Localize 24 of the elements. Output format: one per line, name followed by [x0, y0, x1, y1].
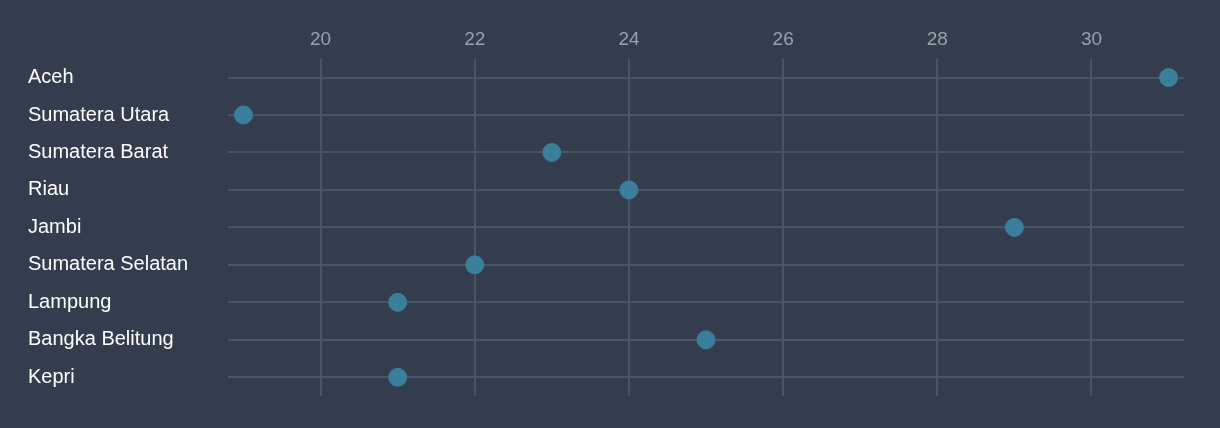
point: [234, 105, 254, 125]
point: [1004, 217, 1024, 237]
y-tick-label: Sumatera Utara: [28, 102, 171, 125]
point: [1159, 68, 1179, 88]
point: [388, 367, 408, 387]
x-tick-label: 22: [464, 27, 486, 49]
point: [465, 255, 485, 275]
y-tick-label: Aceh: [28, 65, 74, 88]
y-tick-label: Lampung: [28, 289, 112, 312]
y-tick-label: Sumatera Barat: [28, 139, 169, 162]
point: [388, 292, 408, 312]
x-tick-label: 20: [310, 27, 332, 49]
y-tick-label: Kepri: [28, 364, 75, 387]
y-tick-label: Bangka Belitung: [28, 327, 174, 350]
x-tick-label: 26: [772, 27, 794, 49]
x-tick-label: 30: [1080, 27, 1103, 49]
y-tick-label: Jambi: [28, 214, 82, 237]
point: [696, 330, 716, 350]
point: [619, 180, 639, 200]
x-tick-label: 24: [618, 27, 640, 49]
y-tick-label: Sumatera Selatan: [28, 252, 189, 275]
y-tick-label: Riau: [28, 177, 70, 200]
point: [542, 142, 562, 162]
x-tick-label: 28: [926, 27, 948, 49]
